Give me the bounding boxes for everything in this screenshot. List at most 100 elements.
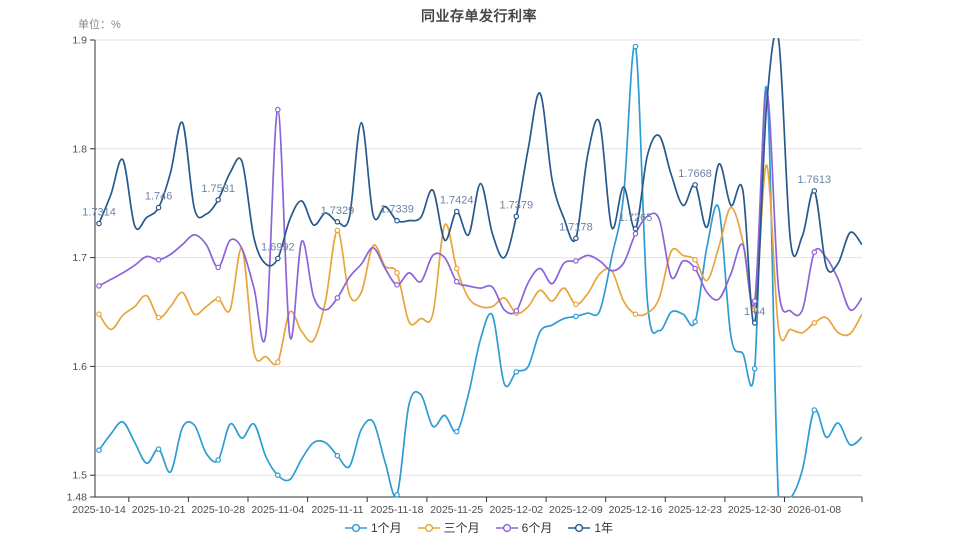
data-point-1个月 (811, 407, 818, 413)
legend-marker-icon (417, 523, 440, 532)
data-point-1年 (513, 213, 520, 220)
x-axis-tick-label: 2025-10-28 (191, 504, 245, 516)
data-point-1个月 (692, 318, 698, 325)
legend-marker-icon (568, 523, 591, 532)
y-axis-unit-label: 单位：% (78, 19, 121, 31)
data-point-1个月 (274, 472, 281, 479)
data-point-1个月 (215, 457, 222, 463)
x-axis-tick-label: 2025-11-18 (371, 504, 424, 516)
data-point-三个月 (573, 301, 579, 308)
data-point-6个月 (751, 298, 758, 304)
data-point-1个月 (632, 43, 639, 50)
data-point-三个月 (632, 311, 639, 318)
value-label: 1.7339 (380, 204, 414, 216)
value-label: 1.7668 (678, 168, 712, 180)
x-axis-tick-label: 2025-12-02 (489, 504, 543, 516)
data-point-三个月 (155, 314, 162, 321)
y-axis-tick-label: 1.8 (72, 143, 87, 155)
data-point-6个月 (453, 278, 460, 285)
value-label: 1.746 (145, 191, 173, 203)
y-axis-tick-label: 1.6 (72, 361, 87, 373)
x-axis-tick-label: 2025-12-09 (549, 504, 603, 516)
y-axis-tick-label: 1.48 (67, 492, 88, 504)
x-axis-tick-label: 2025-11-25 (430, 504, 483, 516)
value-label: 1.7329 (321, 205, 355, 217)
x-axis-tick-label: 2025-12-23 (668, 504, 722, 516)
data-point-6个月 (632, 230, 639, 237)
series-line-1个月 (98, 44, 862, 498)
legend-item-1年[interactable]: 1年 (568, 519, 613, 536)
value-label: 1.64 (744, 306, 765, 318)
series-markers (96, 43, 818, 498)
x-axis-tick-label: 2025-11-04 (251, 504, 304, 516)
value-labels: 1.7314 1.746 1.7531 1.6992 1.7329 1.7339 1.742… (82, 168, 831, 318)
data-point-三个月 (394, 270, 400, 276)
series-line-6个月 (98, 90, 862, 343)
legend-item-1个月[interactable]: 1个月 (344, 519, 402, 536)
value-label: 1.7379 (499, 199, 533, 211)
data-point-三个月 (96, 311, 102, 318)
data-point-1年 (334, 219, 341, 225)
series-lines (98, 38, 862, 498)
data-point-1个月 (394, 491, 400, 498)
data-point-6个月 (811, 249, 818, 256)
data-point-6个月 (215, 264, 222, 271)
legend-item-label: 1年 (594, 521, 614, 535)
data-point-三个月 (453, 265, 460, 272)
data-point-1个月 (96, 447, 102, 454)
data-point-1年 (215, 197, 222, 203)
value-label: 1.7531 (201, 183, 235, 195)
data-point-三个月 (811, 320, 818, 326)
x-axis-tick-label: 2025-11-11 (311, 504, 363, 516)
gridlines (95, 39, 862, 476)
legend-item-label: 1个月 (370, 521, 402, 535)
x-axis-tick-label: 2025-10-21 (132, 504, 186, 516)
data-point-1年 (394, 217, 400, 224)
data-point-1年 (811, 188, 818, 194)
data-point-三个月 (334, 227, 341, 234)
data-point-1年 (274, 255, 281, 262)
x-axis-tick-label: 2026-01-08 (787, 504, 841, 516)
data-point-1年 (96, 220, 102, 227)
data-point-三个月 (215, 296, 222, 302)
data-point-6个月 (573, 258, 579, 264)
legend-marker-icon (344, 523, 367, 532)
data-point-6个月 (96, 283, 102, 289)
data-point-三个月 (751, 306, 758, 313)
data-point-6个月 (334, 295, 341, 301)
value-label: 1.7178 (559, 221, 593, 233)
x-axis-tick-label: 2025-12-30 (728, 504, 782, 516)
data-point-6个月 (155, 256, 162, 263)
data-point-三个月 (692, 256, 698, 263)
data-point-1个月 (453, 428, 460, 435)
legend-item-label: 三个月 (443, 521, 480, 535)
data-point-1年 (751, 320, 758, 326)
data-point-1年 (692, 182, 698, 188)
y-axis-tick-label: 1.7 (72, 252, 87, 264)
data-point-1个月 (155, 446, 162, 452)
data-point-1年 (453, 208, 460, 215)
data-point-1个月 (751, 365, 758, 372)
data-point-6个月 (513, 308, 520, 314)
legend-marker-icon (495, 523, 518, 532)
legend-item-三个月[interactable]: 三个月 (417, 519, 480, 536)
value-label: 1.7314 (82, 207, 116, 219)
chart-legend: 1个月 三个月 6个月 1年 (0, 519, 958, 536)
data-point-1个月 (513, 369, 520, 375)
x-axis-tick-label: 2025-12-16 (609, 504, 663, 516)
data-point-1年 (155, 204, 162, 211)
data-point-6个月 (274, 106, 281, 113)
chart-title: 同业存单发行利率 (421, 8, 537, 24)
y-axis-tick-label: 1.5 (72, 470, 87, 482)
data-point-1年 (573, 235, 579, 242)
data-point-1年 (632, 226, 639, 232)
value-label: 1.7613 (797, 174, 831, 186)
data-point-6个月 (394, 281, 400, 288)
data-point-三个月 (274, 359, 281, 365)
value-label: 1.6992 (261, 242, 295, 254)
legend-item-6个月[interactable]: 6个月 (495, 519, 552, 536)
value-label: 1.7424 (440, 195, 474, 207)
